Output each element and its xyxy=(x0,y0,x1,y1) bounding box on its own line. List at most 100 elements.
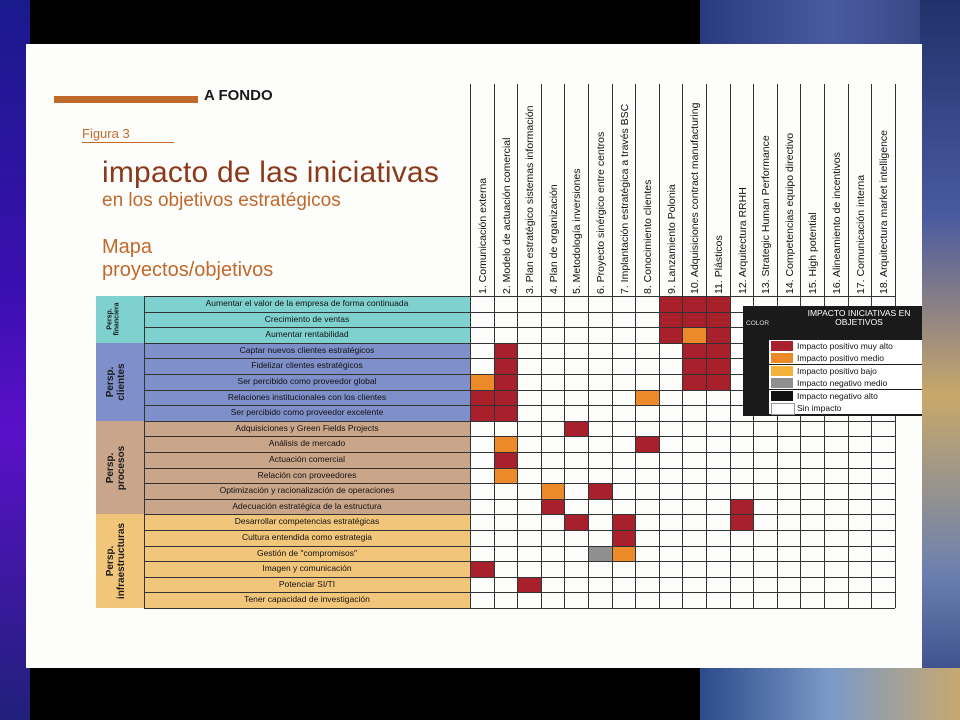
impact-cell xyxy=(565,515,588,530)
grid-row-line xyxy=(144,420,895,422)
column-header: 12. Arquitectura RRHH xyxy=(730,84,754,296)
objective-label: Potenciar SI/TI xyxy=(278,578,336,589)
impact-cell xyxy=(683,297,706,312)
column-header-label: 15. High potential xyxy=(807,212,820,294)
impact-cell xyxy=(494,437,518,452)
impact-cell xyxy=(471,390,494,406)
column-header-label: 8. Conocimiento clientes xyxy=(642,179,655,294)
objective-label: Aumentar el valor de la empresa de forma… xyxy=(205,298,409,308)
figure-subtitle: en los objetivos estratégicos xyxy=(102,190,341,211)
impact-cell xyxy=(589,546,612,562)
impact-cell xyxy=(612,546,636,562)
impact-cell xyxy=(518,577,541,593)
figure-title: impacto de las iniciativas xyxy=(102,156,440,189)
impact-cell xyxy=(471,375,494,390)
impact-cell xyxy=(494,390,518,406)
impact-cell xyxy=(636,437,659,452)
legend-swatch xyxy=(771,365,793,376)
grid-row-line xyxy=(144,592,895,594)
impact-cell xyxy=(659,297,683,312)
column-header: 10. Adquisiciones contract manufacturing xyxy=(682,84,706,296)
impact-cell xyxy=(494,359,518,374)
background-bottom-decoration xyxy=(700,668,960,720)
legend-swatch xyxy=(771,403,795,415)
grid-column-line xyxy=(470,84,471,608)
grid-row-line xyxy=(144,514,895,516)
column-header-label: 5. Metodología inversiones xyxy=(571,168,584,295)
objective-label: Optimización y racionalización de operac… xyxy=(219,485,395,496)
background-top-decoration xyxy=(700,0,960,44)
perspective-label: Persp. infraestructuras xyxy=(104,523,127,600)
column-header: 9. Lanzamiento Polonia xyxy=(659,84,683,296)
impact-cell xyxy=(659,328,683,343)
impact-cell xyxy=(683,328,706,343)
impact-cell xyxy=(471,406,494,421)
impact-cell xyxy=(683,375,706,390)
legend-label: Impacto positivo muy alto xyxy=(797,341,893,351)
impact-cell xyxy=(471,562,494,577)
grid-row-line xyxy=(144,452,895,453)
grid-row-line xyxy=(144,467,895,469)
grid-row-line xyxy=(144,498,895,500)
column-header: 17. Comunicación interna xyxy=(848,84,872,296)
section-bar xyxy=(54,96,198,103)
impact-cell xyxy=(707,297,730,312)
column-header-label: 13. Strategic Human Performance xyxy=(760,135,773,294)
column-header-label: 11. Plásticos xyxy=(713,235,725,294)
impact-cell xyxy=(707,312,730,328)
objective-label: Adquisiciones y Green Fields Projects xyxy=(235,422,379,433)
column-header: 11. Plásticos xyxy=(706,84,730,296)
impact-cell xyxy=(494,375,518,390)
legend-row: Impacto positivo bajo xyxy=(769,364,922,377)
impact-cell xyxy=(494,343,518,359)
column-header-label: 6. Proyecto sinérgico entre centros xyxy=(595,131,607,294)
objective-label: Actuación comercial xyxy=(268,454,346,464)
column-header: 4. Plan de organización xyxy=(541,84,565,296)
impact-cell xyxy=(541,499,565,515)
column-header: 3. Plan estratégico sistemas información xyxy=(517,84,541,296)
impact-cell xyxy=(683,343,706,359)
map-heading-line1: Mapa xyxy=(102,236,153,258)
objective-label: Desarrollar competencias estratégicas xyxy=(234,516,380,527)
grid-row-line xyxy=(144,358,895,360)
column-header: 14. Competencias equipo directivo xyxy=(777,84,801,296)
impact-cell xyxy=(494,468,518,484)
objective-label: Relaciones institucionales con los clien… xyxy=(227,391,387,402)
grid-column-line xyxy=(729,84,731,608)
legend-swatch xyxy=(771,390,793,401)
legend-label: Impacto positivo medio xyxy=(797,353,884,364)
grid-column-line xyxy=(588,84,589,608)
grid-column-line xyxy=(682,84,684,608)
column-header-label: 10. Adquisiciones contract manufacturing xyxy=(689,102,702,294)
impact-cell xyxy=(683,359,706,374)
perspective-band xyxy=(96,342,470,421)
legend-row: Impacto positivo medio xyxy=(769,352,922,365)
impact-cell xyxy=(612,515,636,530)
objective-label: Cultura entendida como estrategia xyxy=(242,532,372,542)
grid-column-line xyxy=(517,84,519,608)
column-header: 13. Strategic Human Performance xyxy=(753,84,777,296)
figure-underline xyxy=(82,142,174,143)
grid-column-line xyxy=(706,84,707,608)
grid-row-line xyxy=(144,374,895,375)
grid-row-line xyxy=(144,342,895,344)
objective-label: Gestión de "compromisos" xyxy=(256,547,358,558)
impact-cell xyxy=(494,406,518,421)
legend-row: Impacto negativo alto xyxy=(769,389,922,402)
column-header-label: 2. Modelo de actuación comercial xyxy=(500,137,513,294)
impact-cell xyxy=(541,484,565,499)
column-header: 15. High potential xyxy=(800,84,824,296)
grid-row-line xyxy=(144,530,895,531)
legend-swatch xyxy=(771,353,793,364)
column-header-label: 1. Comunicación externa xyxy=(477,177,489,294)
column-header-label: 3. Plan estratégico sistemas información xyxy=(524,105,537,294)
column-header: 2. Modelo de actuación comercial xyxy=(494,84,518,296)
grid-column-line xyxy=(540,84,542,608)
grid-row-line xyxy=(144,296,895,297)
grid-row-line xyxy=(144,608,895,609)
grid-row-line xyxy=(144,436,895,438)
objective-label: Ser percibido como proveedor global xyxy=(237,376,377,386)
column-header-label: 7. Implantación estratégica a través BSC xyxy=(618,103,631,294)
impact-cell xyxy=(730,515,754,530)
objective-label: Fidelizar clientes estratégicos xyxy=(251,360,363,371)
